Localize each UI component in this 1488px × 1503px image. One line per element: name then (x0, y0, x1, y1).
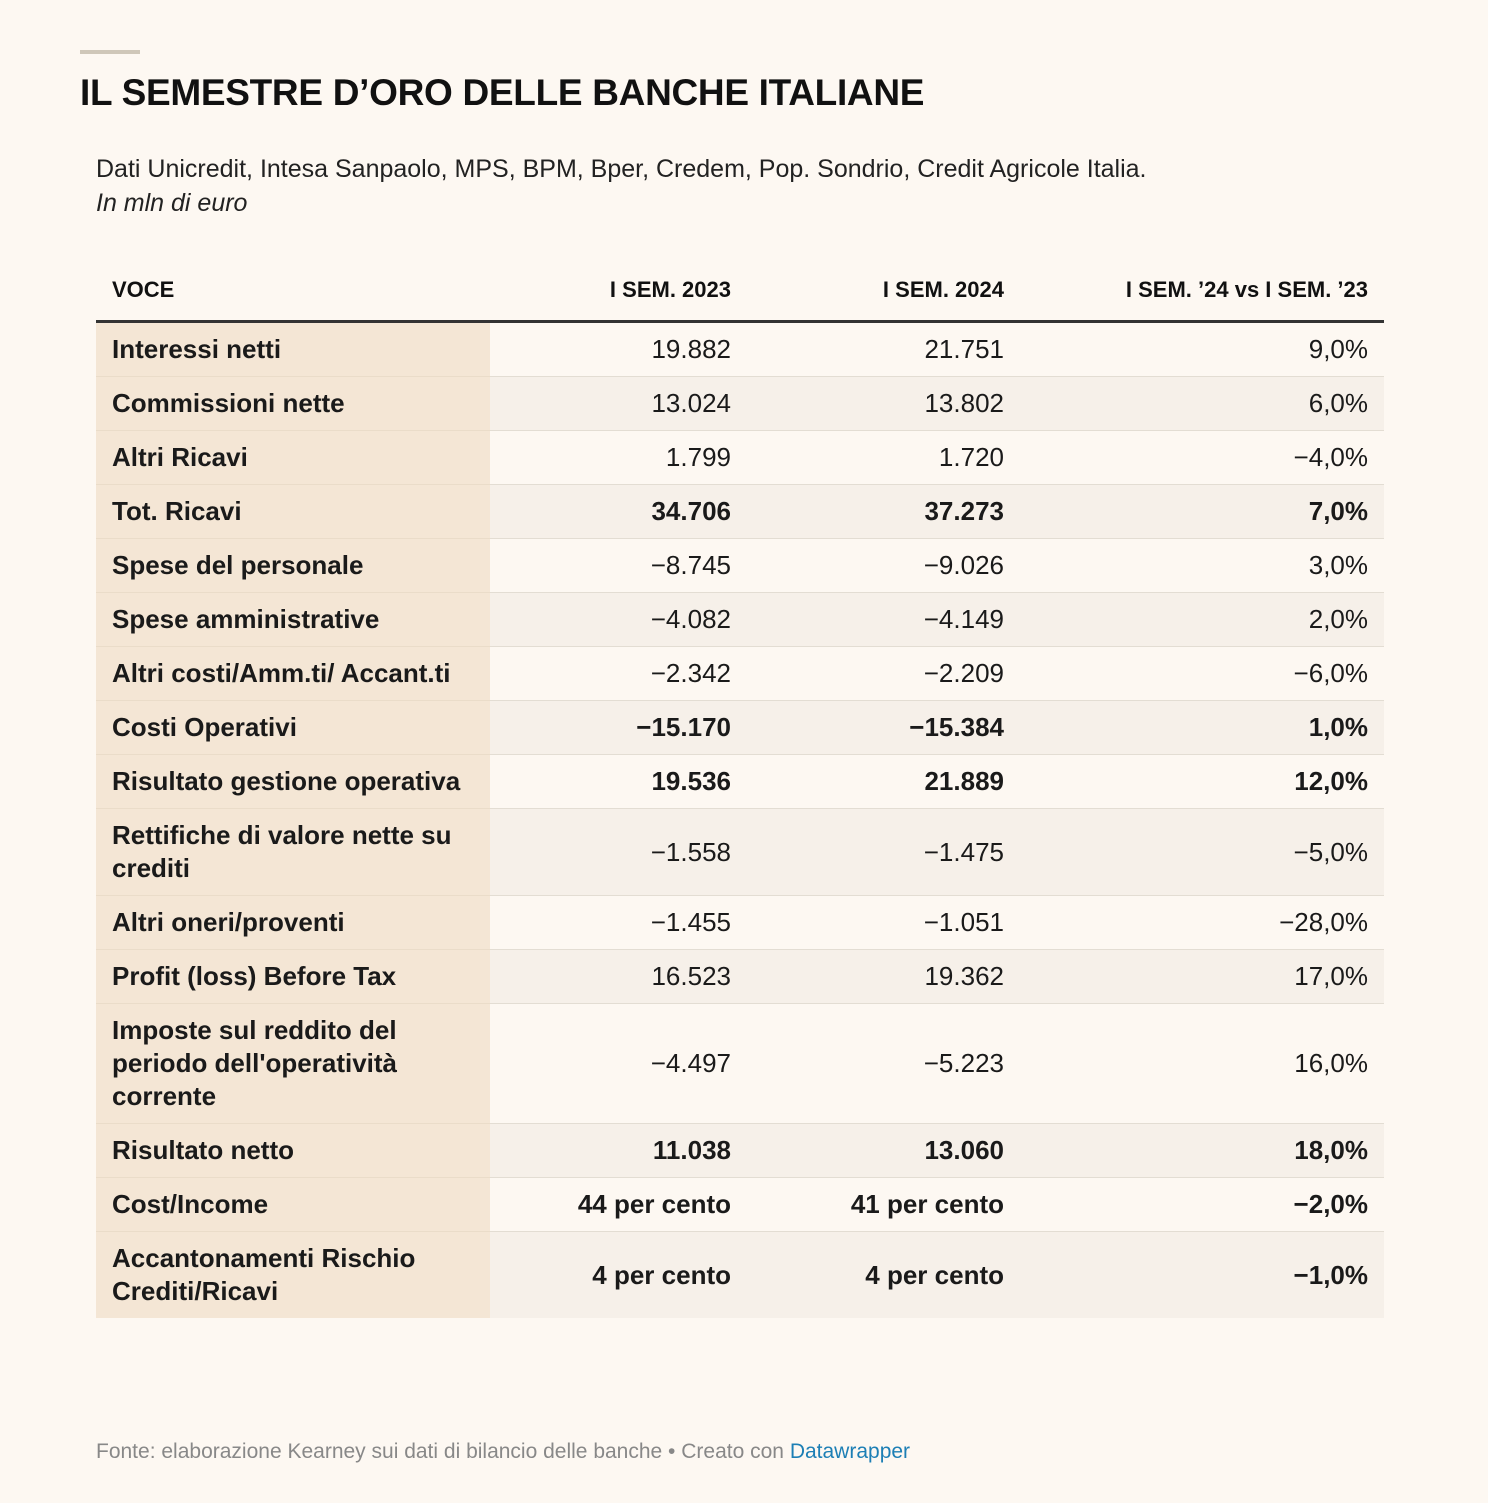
table-row: Risultato gestione operativa 19.536 21.889… (96, 755, 1384, 809)
cell-sem-2023: 16.523 (490, 950, 747, 1004)
table-row: Commissioni nette 13.024 13.802 6,0% (96, 377, 1384, 431)
datawrapper-link[interactable]: Datawrapper (790, 1440, 910, 1463)
cell-sem-2023: 11.038 (490, 1124, 747, 1178)
cell-sem-2023: −4.497 (490, 1004, 747, 1124)
cell-voce: Accantonamenti Rischio Crediti/Ricavi (96, 1232, 490, 1319)
subtitle: Dati Unicredit, Intesa Sanpaolo, MPS, BP… (96, 152, 1147, 220)
cell-sem-2024: 41 per cento (747, 1178, 1020, 1232)
table-row: Interessi netti 19.882 21.751 9,0% (96, 322, 1384, 377)
created-with-text: Creato con (681, 1440, 790, 1463)
cell-sem-2024: 4 per cento (747, 1232, 1020, 1319)
subtitle-text: Dati Unicredit, Intesa Sanpaolo, MPS, BP… (96, 155, 1147, 183)
cell-variation: 2,0% (1020, 593, 1384, 647)
table-row: Costi Operativi −15.170 −15.384 1,0% (96, 701, 1384, 755)
table-row: Altri costi/Amm.ti/ Accant.ti −2.342 −2.20… (96, 647, 1384, 701)
cell-variation: −4,0% (1020, 431, 1384, 485)
cell-variation: −1,0% (1020, 1232, 1384, 1319)
cell-sem-2024: −2.209 (747, 647, 1020, 701)
footer: Fonte: elaborazione Kearney sui dati di … (96, 1440, 910, 1464)
cell-sem-2024: 13.060 (747, 1124, 1020, 1178)
table-row: Profit (loss) Before Tax 16.523 19.362 17,0… (96, 950, 1384, 1004)
cell-voce: Spese del personale (96, 539, 490, 593)
cell-variation: 18,0% (1020, 1124, 1384, 1178)
cell-variation: 1,0% (1020, 701, 1384, 755)
table-row: Accantonamenti Rischio Crediti/Ricavi 4 p… (96, 1232, 1384, 1319)
cell-variation: 7,0% (1020, 485, 1384, 539)
source-note: Fonte: elaborazione Kearney sui dati di … (96, 1440, 662, 1463)
cell-voce: Altri costi/Amm.ti/ Accant.ti (96, 647, 490, 701)
cell-voce: Commissioni nette (96, 377, 490, 431)
cell-sem-2024: −9.026 (747, 539, 1020, 593)
cell-sem-2023: −1.558 (490, 809, 747, 896)
cell-sem-2023: 4 per cento (490, 1232, 747, 1319)
table-row: Spese amministrative −4.082 −4.149 2,0% (96, 593, 1384, 647)
cell-sem-2023: 1.799 (490, 431, 747, 485)
cell-voce: Costi Operativi (96, 701, 490, 755)
cell-variation: 16,0% (1020, 1004, 1384, 1124)
cell-voce: Cost/Income (96, 1178, 490, 1232)
cell-sem-2024: 1.720 (747, 431, 1020, 485)
table-row: Imposte sul reddito del periodo dell'ope… (96, 1004, 1384, 1124)
cell-sem-2024: −4.149 (747, 593, 1020, 647)
cell-sem-2024: 13.802 (747, 377, 1020, 431)
cell-variation: 12,0% (1020, 755, 1384, 809)
cell-variation: −2,0% (1020, 1178, 1384, 1232)
table-row: Risultato netto 11.038 13.060 18,0% (96, 1124, 1384, 1178)
table-row: Altri Ricavi 1.799 1.720 −4,0% (96, 431, 1384, 485)
accent-bar (80, 50, 140, 54)
cell-variation: −28,0% (1020, 896, 1384, 950)
cell-variation: −5,0% (1020, 809, 1384, 896)
cell-variation: 9,0% (1020, 322, 1384, 377)
table-row: Cost/Income 44 per cento 41 per cento −2,0% (96, 1178, 1384, 1232)
column-header-variation[interactable]: I SEM. ’24 vs I SEM. ’23 (1020, 260, 1384, 322)
cell-sem-2023: 44 per cento (490, 1178, 747, 1232)
cell-sem-2024: 21.751 (747, 322, 1020, 377)
cell-variation: 6,0% (1020, 377, 1384, 431)
table-body: Interessi netti 19.882 21.751 9,0% Commissio… (96, 322, 1384, 1319)
cell-voce: Spese amministrative (96, 593, 490, 647)
cell-sem-2024: 19.362 (747, 950, 1020, 1004)
data-table: VOCE I SEM. 2023 I SEM. 2024 I SEM. ’24 … (96, 260, 1384, 1318)
cell-sem-2023: 34.706 (490, 485, 747, 539)
column-header-voce[interactable]: VOCE (96, 260, 490, 322)
table-row: Altri oneri/proventi −1.455 −1.051 −28,0% (96, 896, 1384, 950)
cell-voce: Altri Ricavi (96, 431, 490, 485)
cell-sem-2024: −1.475 (747, 809, 1020, 896)
cell-voce: Tot. Ricavi (96, 485, 490, 539)
cell-sem-2023: −15.170 (490, 701, 747, 755)
cell-voce: Profit (loss) Before Tax (96, 950, 490, 1004)
cell-sem-2023: −8.745 (490, 539, 747, 593)
page-title: IL SEMESTRE D’ORO DELLE BANCHE ITALIANE (80, 72, 924, 114)
cell-sem-2024: −1.051 (747, 896, 1020, 950)
cell-voce: Rettifiche di valore nette su crediti (96, 809, 490, 896)
cell-voce: Interessi netti (96, 322, 490, 377)
cell-variation: 17,0% (1020, 950, 1384, 1004)
cell-sem-2024: 21.889 (747, 755, 1020, 809)
cell-sem-2024: 37.273 (747, 485, 1020, 539)
cell-voce: Risultato netto (96, 1124, 490, 1178)
cell-sem-2023: −2.342 (490, 647, 747, 701)
cell-sem-2023: 19.882 (490, 322, 747, 377)
cell-sem-2023: 13.024 (490, 377, 747, 431)
column-header-sem-2023[interactable]: I SEM. 2023 (490, 260, 747, 322)
cell-sem-2024: −5.223 (747, 1004, 1020, 1124)
footer-separator: • (662, 1440, 681, 1463)
cell-voce: Imposte sul reddito del periodo dell'ope… (96, 1004, 490, 1124)
table-row: Spese del personale −8.745 −9.026 3,0% (96, 539, 1384, 593)
table-row: Tot. Ricavi 34.706 37.273 7,0% (96, 485, 1384, 539)
cell-voce: Altri oneri/proventi (96, 896, 490, 950)
cell-variation: 3,0% (1020, 539, 1384, 593)
cell-sem-2024: −15.384 (747, 701, 1020, 755)
data-table-wrapper: VOCE I SEM. 2023 I SEM. 2024 I SEM. ’24 … (96, 260, 1384, 1318)
cell-sem-2023: 19.536 (490, 755, 747, 809)
cell-voce: Risultato gestione operativa (96, 755, 490, 809)
cell-variation: −6,0% (1020, 647, 1384, 701)
table-row: Rettifiche di valore nette su crediti −1.… (96, 809, 1384, 896)
cell-sem-2023: −1.455 (490, 896, 747, 950)
cell-sem-2023: −4.082 (490, 593, 747, 647)
column-header-sem-2024[interactable]: I SEM. 2024 (747, 260, 1020, 322)
table-header-row: VOCE I SEM. 2023 I SEM. 2024 I SEM. ’24 … (96, 260, 1384, 322)
unit-note: In mln di euro (96, 186, 1147, 220)
